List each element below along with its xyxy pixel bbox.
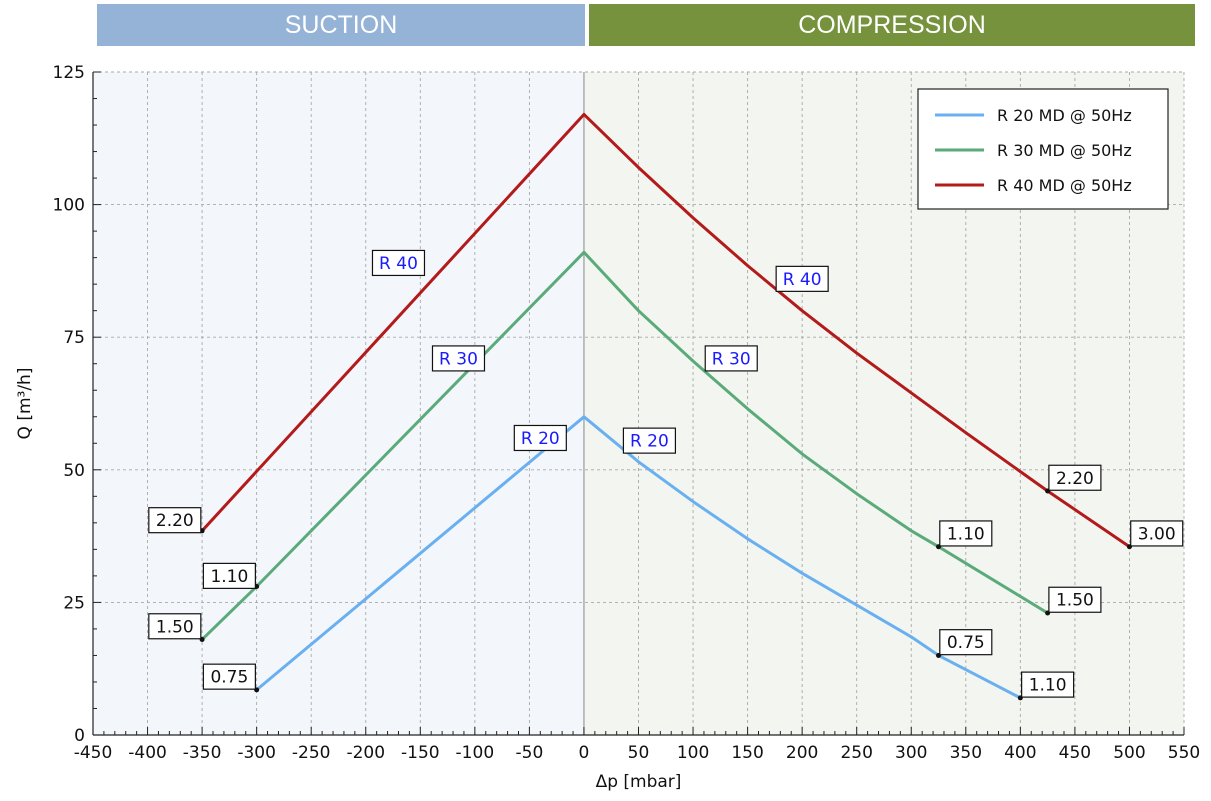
x-tick-label: 50 bbox=[628, 743, 650, 763]
x-tick-label: 450 bbox=[1059, 743, 1091, 763]
annotation-text: 3.00 bbox=[1138, 524, 1176, 544]
annotation-label: R 20 bbox=[513, 424, 567, 452]
annotation-text: 1.50 bbox=[1056, 591, 1094, 611]
y-tick-label: 50 bbox=[63, 461, 85, 481]
annotation-label: 1.10 bbox=[1021, 671, 1075, 698]
annotation-box bbox=[202, 562, 256, 589]
annotation-label: R 30 bbox=[431, 345, 486, 372]
x-tick-label: 100 bbox=[677, 743, 709, 763]
annotation-box bbox=[513, 424, 567, 452]
annotation-text: R 20 bbox=[521, 429, 560, 449]
suction-banner-label: SUCTION bbox=[284, 10, 398, 39]
x-tick-label: 250 bbox=[840, 743, 872, 763]
legend-label-2: R 30 MD @ 50Hz bbox=[997, 141, 1132, 160]
annotation-box bbox=[371, 249, 426, 277]
annotation-label: 2.20 bbox=[148, 507, 202, 534]
annotation-label: R 20 bbox=[622, 427, 677, 454]
annotation-text: R 30 bbox=[712, 349, 751, 369]
annotation-box bbox=[775, 265, 829, 292]
annotation-label: R 30 bbox=[704, 345, 758, 372]
x-tick-label: 400 bbox=[1004, 743, 1036, 763]
legend-label-3: R 40 MD @ 50Hz bbox=[997, 176, 1132, 195]
annotation-box bbox=[1021, 671, 1075, 698]
annotation-box bbox=[939, 520, 993, 547]
x-tick-label: -200 bbox=[346, 743, 385, 763]
annotation-box bbox=[622, 427, 677, 454]
axes: -450 -400 -350 -300 -250 -200 -150 -100 -50 0 50 10… bbox=[53, 63, 1201, 763]
x-tick-label: -300 bbox=[237, 743, 276, 763]
x-tick-label: 500 bbox=[1113, 743, 1145, 763]
x-tick-label: -350 bbox=[183, 743, 222, 763]
annotation-text: 0.75 bbox=[947, 633, 985, 653]
y-tick-label: 125 bbox=[53, 63, 85, 83]
compression-banner-label: COMPRESSION bbox=[798, 10, 986, 39]
annotation-text: 0.75 bbox=[210, 668, 248, 688]
y-tick-label: 0 bbox=[74, 726, 85, 746]
annotation-label: 0.75 bbox=[939, 629, 993, 656]
legend: R 20 MD @ 50Hz R 30 MD @ 50Hz R 40 MD @ 50… bbox=[917, 88, 1169, 210]
x-tick-label: 0 bbox=[579, 743, 590, 763]
x-axis-title: Δp [mbar] bbox=[596, 772, 682, 792]
annotation-text: R 40 bbox=[379, 254, 418, 274]
annotation-text: 2.20 bbox=[156, 511, 194, 531]
annotation-box bbox=[148, 507, 202, 534]
y-tick-label: 75 bbox=[63, 328, 85, 348]
annotation-label: 3.00 bbox=[1130, 520, 1184, 547]
annotation-box bbox=[202, 663, 256, 690]
y-axis-title: Q [m³/h] bbox=[15, 368, 35, 440]
suction-banner: SUCTION bbox=[97, 4, 585, 46]
annotation-text: 1.10 bbox=[1029, 676, 1067, 696]
annotation-text: 2.20 bbox=[1056, 469, 1094, 489]
compression-banner: COMPRESSION bbox=[589, 4, 1195, 46]
annotation-text: 1.10 bbox=[210, 567, 248, 587]
x-tick-label: 200 bbox=[786, 743, 818, 763]
annotation-text: 1.10 bbox=[947, 524, 985, 544]
annotation-box bbox=[1130, 520, 1184, 547]
y-tick-label: 25 bbox=[63, 593, 85, 613]
annotation-box bbox=[431, 345, 486, 372]
annotation-text: R 20 bbox=[630, 432, 669, 452]
legend-label-1: R 20 MD @ 50Hz bbox=[997, 106, 1132, 125]
x-tick-label: 350 bbox=[950, 743, 982, 763]
annotation-label: 2.20 bbox=[1048, 464, 1102, 491]
annotation-label: R 40 bbox=[371, 249, 426, 277]
series-line-3 bbox=[200, 112, 1131, 548]
annotation-box bbox=[1048, 586, 1102, 613]
annotation-label: 1.50 bbox=[1048, 586, 1102, 613]
x-tick-label: -150 bbox=[401, 743, 440, 763]
annotation-box bbox=[1048, 464, 1102, 491]
annotation-box bbox=[704, 345, 758, 372]
x-tick-label: -450 bbox=[74, 743, 113, 763]
annotation-label: 1.10 bbox=[202, 562, 256, 589]
x-tick-label: -400 bbox=[128, 743, 167, 763]
annotation-label: 1.50 bbox=[148, 613, 202, 640]
series-line-1 bbox=[255, 415, 1022, 700]
x-tick-label: -50 bbox=[516, 743, 544, 763]
x-tick-label: 300 bbox=[895, 743, 927, 763]
annotation-label: 1.10 bbox=[939, 520, 993, 547]
annotation-box bbox=[939, 629, 993, 656]
annotation-text: 1.50 bbox=[156, 617, 194, 637]
y-tick-label: 100 bbox=[53, 196, 85, 216]
x-tick-label: -100 bbox=[456, 743, 495, 763]
grid-lines bbox=[93, 71, 1185, 735]
annotation-label: R 40 bbox=[775, 265, 829, 292]
x-tick-label: -250 bbox=[292, 743, 331, 763]
annotation-box bbox=[148, 613, 202, 640]
annotation-text: R 30 bbox=[439, 349, 478, 369]
annotation-label: 0.75 bbox=[202, 663, 256, 690]
annotation-text: R 40 bbox=[783, 270, 822, 290]
annotations: R 40 R 30 R 20 R 40 R 30 R 20 2.20 1.10 1.50 0.75… bbox=[148, 249, 1184, 698]
x-tick-label: 150 bbox=[731, 743, 763, 763]
x-tick-label: 550 bbox=[1168, 743, 1200, 763]
